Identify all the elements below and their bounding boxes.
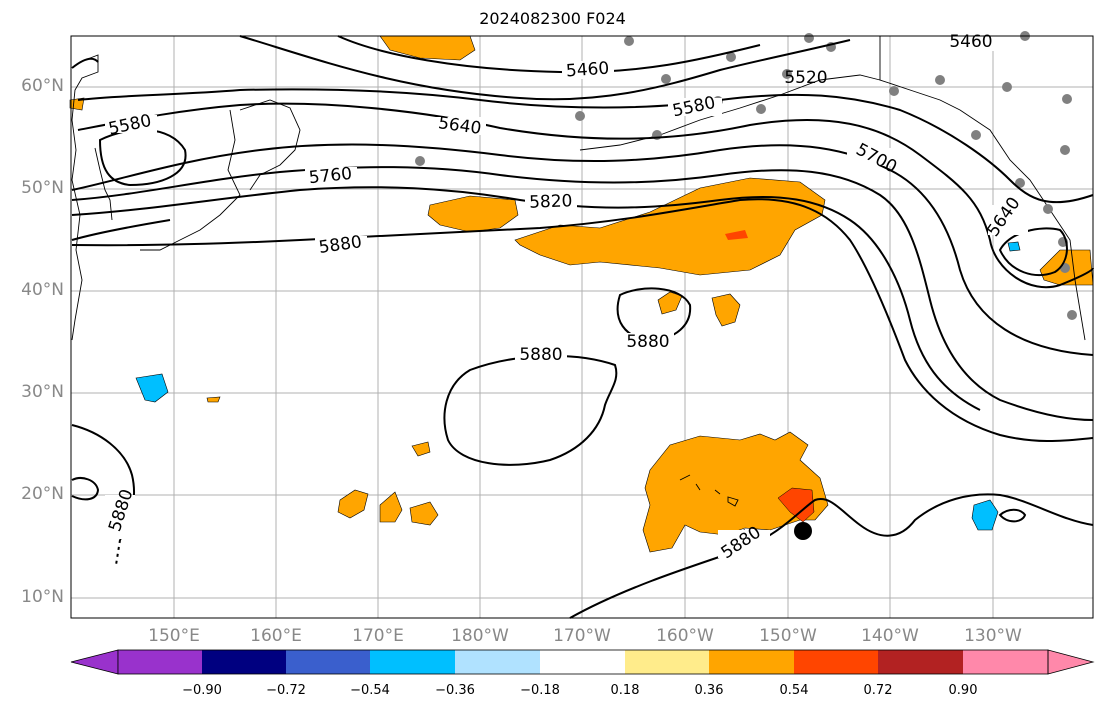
colorbar-cell-3 xyxy=(370,650,456,674)
dashed-contour xyxy=(115,539,121,566)
lat-label: 60°N xyxy=(21,76,64,96)
station-markers xyxy=(415,31,1077,320)
lon-label: 150°W xyxy=(759,626,817,646)
lon-label: 130°W xyxy=(964,626,1022,646)
colorbar-cell-6 xyxy=(625,650,710,674)
lon-label: 170°W xyxy=(553,626,611,646)
colorbar-tick-label: −0.90 xyxy=(182,683,222,698)
colorbar-cell-1 xyxy=(202,650,287,674)
lat-label: 20°N xyxy=(21,484,64,504)
lat-label: 50°N xyxy=(21,178,64,198)
colorbar xyxy=(70,649,1095,675)
lat-label: 40°N xyxy=(21,280,64,300)
lon-label: 170°E xyxy=(352,626,404,646)
lon-label: 140°W xyxy=(861,626,919,646)
plot-frame xyxy=(70,35,1094,619)
contour-label-5880: 5880 xyxy=(626,332,669,352)
colorbar-cell-10 xyxy=(963,650,1048,674)
colorbar-cell-0 xyxy=(70,649,119,675)
lon-label: 160°W xyxy=(656,626,714,646)
colorbar-frame xyxy=(117,649,1049,675)
lat-label: 10°N xyxy=(21,587,64,607)
colorbar-cell-0b xyxy=(118,650,203,674)
lon-label: 150°E xyxy=(148,626,200,646)
colorbar-cell-2 xyxy=(286,650,371,674)
colorbar-tick-label: −0.72 xyxy=(266,683,306,698)
colorbar-tick-label: −0.36 xyxy=(435,683,475,698)
colorbar-tick-label: 0.18 xyxy=(610,683,640,698)
colorbar-cell-5 xyxy=(540,650,626,674)
colorbar-cell-7 xyxy=(709,650,795,674)
colorbar-tick-label: 0.54 xyxy=(779,683,809,698)
colorbar-cell-10b xyxy=(1047,649,1095,675)
colorbar-cell-9 xyxy=(878,650,964,674)
colorbar-tick-label: 0.90 xyxy=(948,683,978,698)
lon-label: 180°W xyxy=(451,626,509,646)
colorbar-cell-4 xyxy=(455,650,540,674)
label-knockouts xyxy=(105,33,1028,558)
cyan-regions xyxy=(135,241,1021,531)
colorbar-tick-label: −0.54 xyxy=(350,683,390,698)
contour-label-5520: 5520 xyxy=(784,68,827,88)
contour-label-5460: 5460 xyxy=(949,32,992,52)
contour-label-5760: 5760 xyxy=(308,164,353,188)
contour-label-5820: 5820 xyxy=(529,191,573,212)
contour-label-5460: 5460 xyxy=(565,59,610,82)
colorbar-tick-label: −0.18 xyxy=(520,683,560,698)
lon-label: 160°E xyxy=(250,626,302,646)
contour-label-5880: 5880 xyxy=(519,345,562,365)
map-title: 2024082300 F024 xyxy=(479,9,626,28)
colorbar-tick-label: 0.36 xyxy=(694,683,724,698)
storm-center-marker xyxy=(794,522,812,540)
colorbar-cell-8 xyxy=(794,650,879,674)
colorbar-tick-label: 0.72 xyxy=(863,683,893,698)
lat-label: 30°N xyxy=(21,382,64,402)
coastlines xyxy=(71,36,1086,507)
red-regions xyxy=(725,230,815,523)
